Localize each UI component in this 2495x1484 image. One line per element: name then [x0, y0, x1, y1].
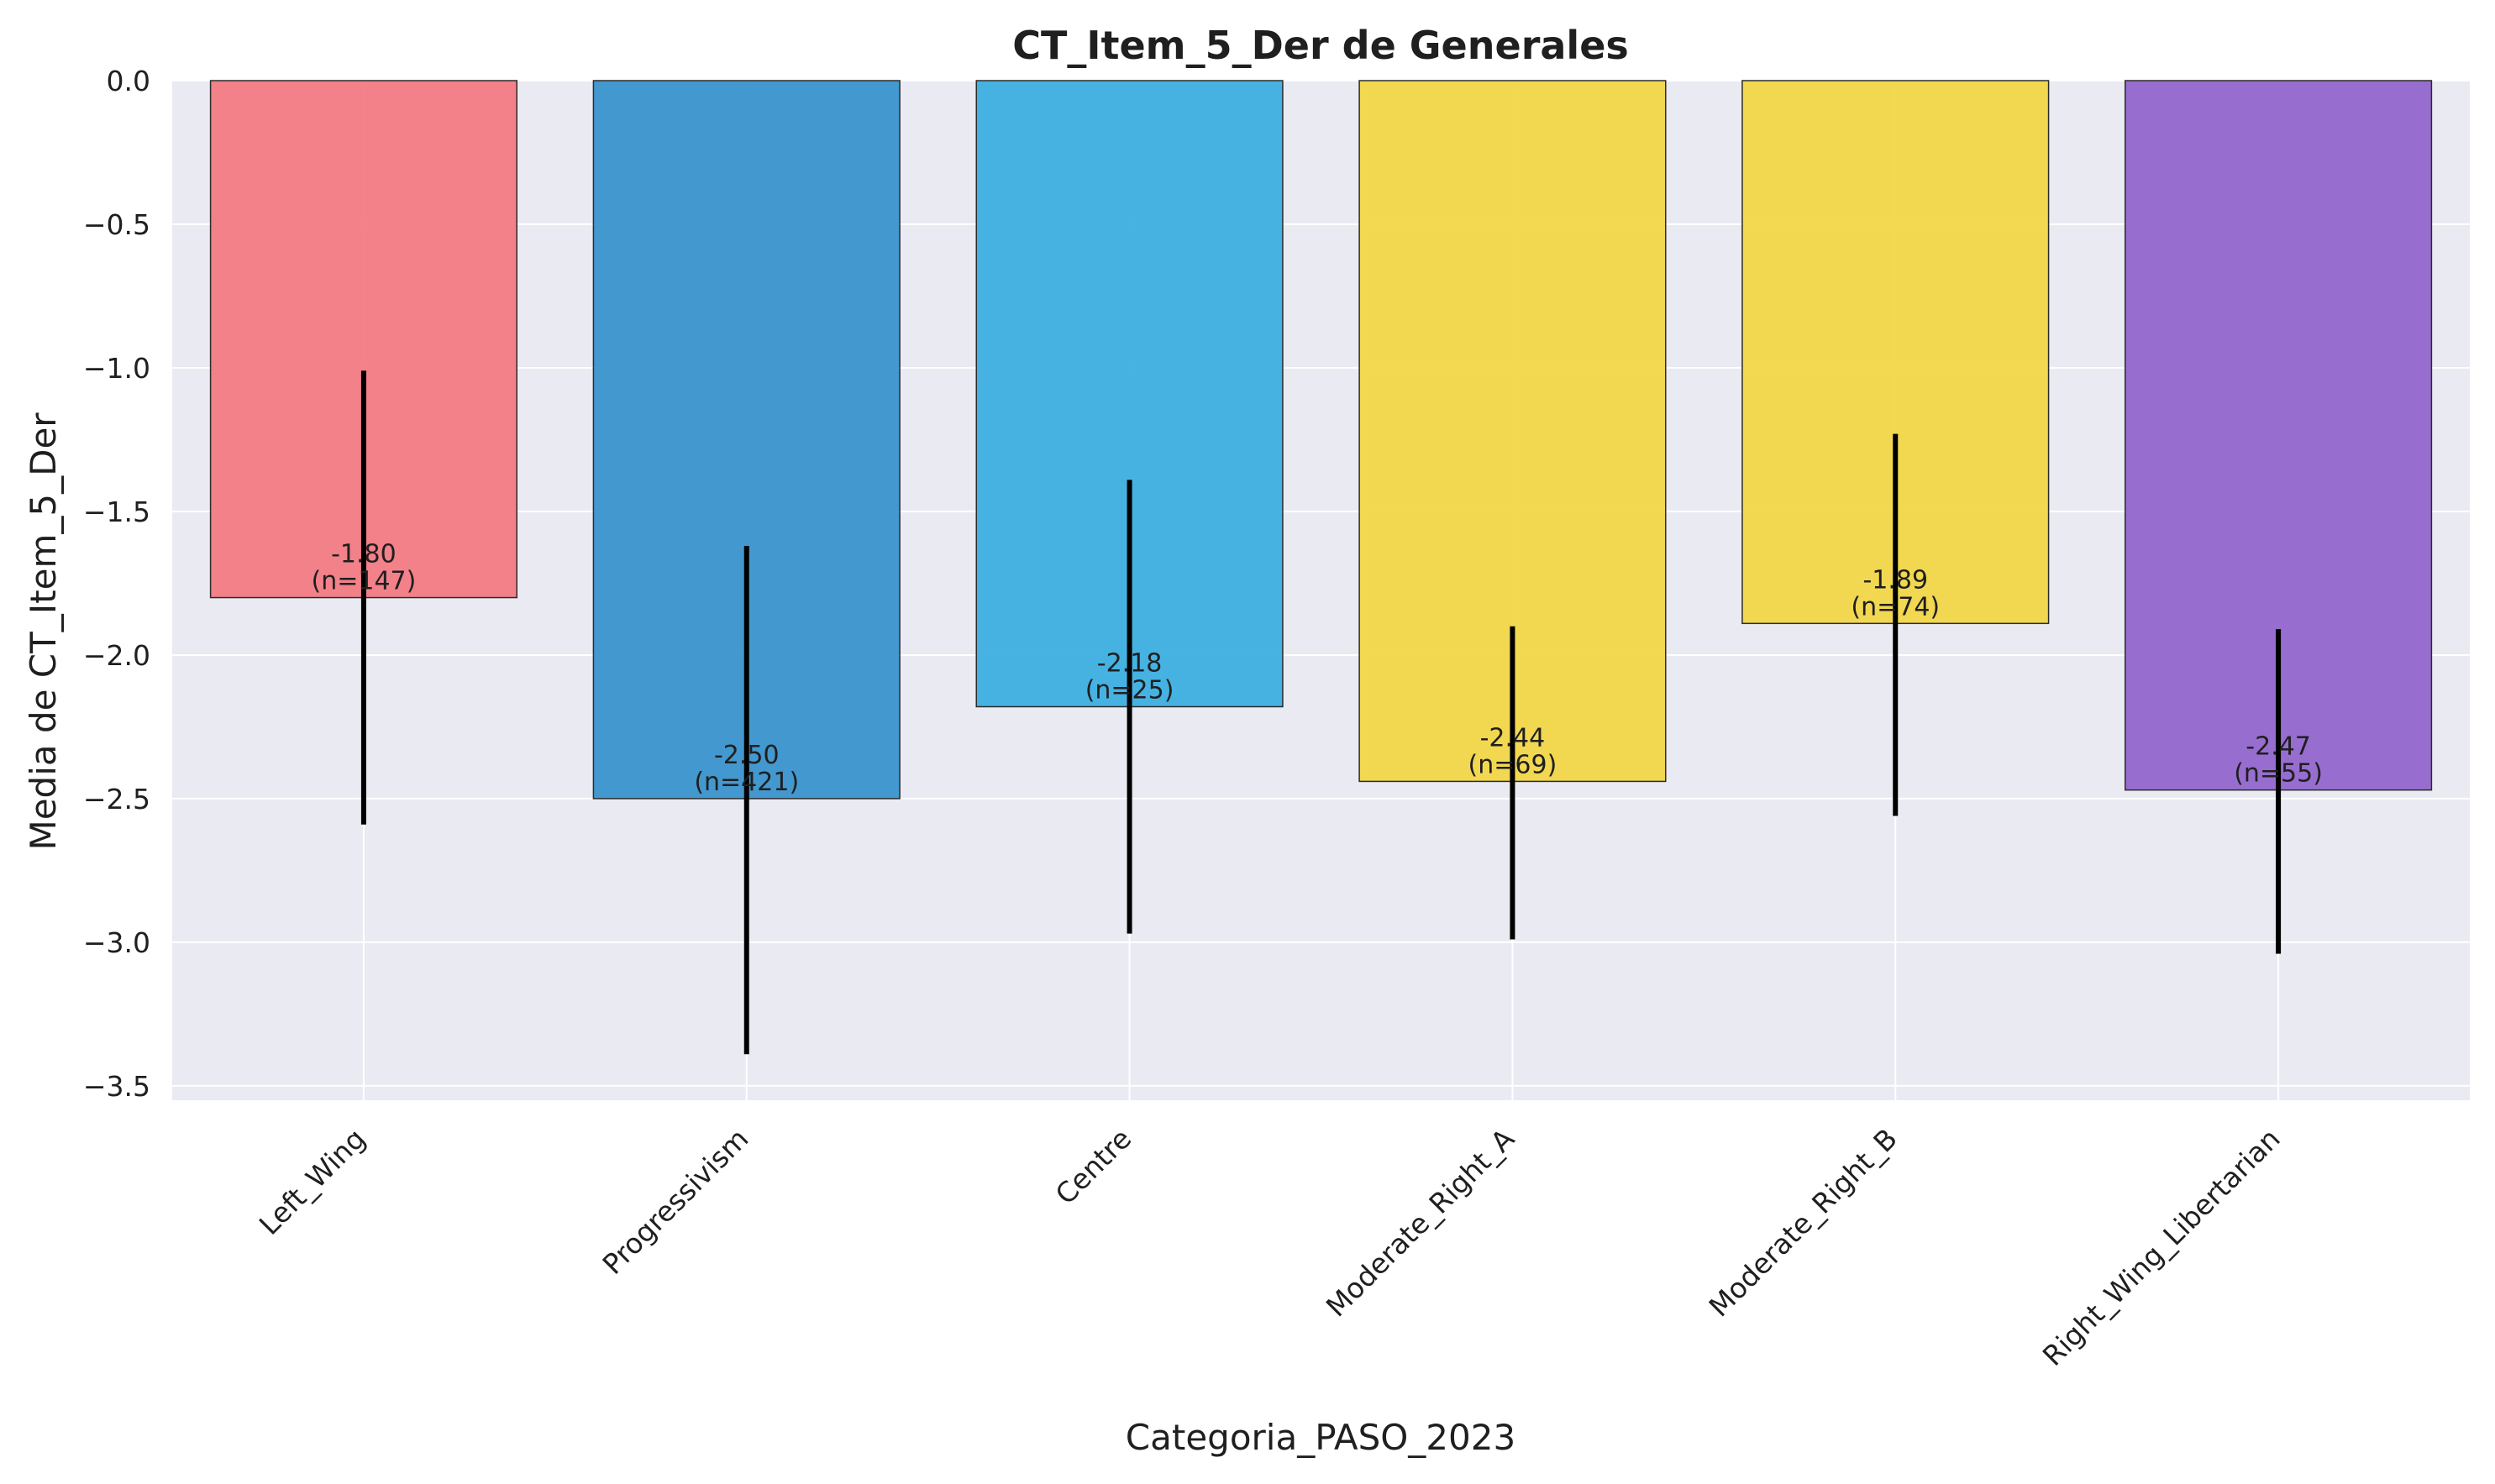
x-tick-label: Right_Wing_Libertarian — [2036, 1122, 2287, 1372]
bar-n-label: (n=25) — [1085, 675, 1174, 705]
bar-n-label: (n=55) — [2234, 759, 2323, 789]
y-tick-label: −0.5 — [83, 208, 150, 241]
bar-n-label: (n=69) — [1468, 750, 1557, 779]
bar-value-label: -1.89 — [1862, 565, 1928, 595]
x-tick: Left_Wing — [253, 1122, 372, 1241]
chart-title: CT_Item_5_Der de Generales — [1012, 23, 1629, 68]
y-tick-label: −2.5 — [83, 783, 150, 815]
x-tick: Right_Wing_Libertarian — [2036, 1122, 2287, 1372]
bar-value-label: -1.80 — [331, 540, 397, 569]
x-tick: Centre — [1049, 1122, 1138, 1211]
x-tick-label: Centre — [1049, 1122, 1138, 1211]
error-bars — [360, 370, 2282, 1055]
bar-value-label: -2.18 — [1097, 648, 1163, 678]
bar-value-label: -2.50 — [714, 741, 780, 770]
y-tick-label: −3.0 — [83, 926, 150, 959]
x-tick: Progressivism — [596, 1122, 755, 1281]
x-tick-label: Moderate_Right_A — [1320, 1122, 1521, 1324]
y-tick-label: 0.0 — [107, 65, 150, 97]
bar-n-label: (n=147) — [312, 567, 417, 596]
x-axis-label: Categoria_PASO_2023 — [1126, 1417, 1515, 1458]
bar-n-label: (n=74) — [1851, 592, 1940, 621]
bar-value-label: -2.44 — [1480, 723, 1546, 752]
x-tick-label: Left_Wing — [253, 1122, 372, 1241]
y-tick-label: −1.0 — [83, 352, 150, 385]
x-tick-label: Moderate_Right_B — [1703, 1122, 1904, 1323]
x-tick-label: Progressivism — [596, 1122, 755, 1281]
y-tick-label: −2.0 — [83, 639, 150, 672]
bars — [209, 80, 2433, 800]
x-tick: Moderate_Right_A — [1320, 1122, 1521, 1324]
bar-value-labels: -1.80(n=147) -2.50(n=421) -2.18(n=25) -2.44… — [312, 540, 2323, 797]
y-tick-label: −3.5 — [83, 1070, 150, 1103]
y-axis-ticks: 0.0 −0.5 −1.0 −1.5 −2.0 −2.5 −3.0 −3.5 — [83, 65, 150, 1103]
y-axis-label: Media de CT_Item_5_Der — [23, 412, 64, 851]
y-tick-label: −1.5 — [83, 496, 150, 528]
plot-area — [172, 81, 2470, 1100]
x-axis-ticks: Left_Wing Progressivism Centre Moderate_Rig… — [253, 1122, 2287, 1372]
x-tick: Moderate_Right_B — [1703, 1122, 1904, 1323]
bar-n-label: (n=421) — [694, 768, 799, 797]
bar-value-label: -2.47 — [2246, 732, 2311, 762]
